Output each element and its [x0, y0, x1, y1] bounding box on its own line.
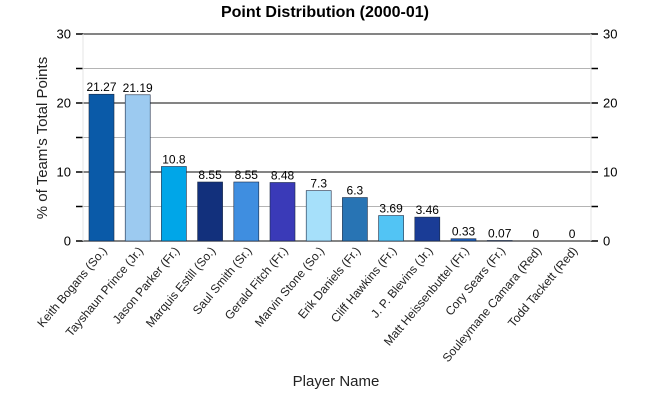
bar — [234, 182, 259, 241]
y-tick-label-left: 0 — [64, 234, 71, 249]
y-tick-label-left: 10 — [57, 165, 71, 180]
bar-value-label: 0 — [569, 227, 576, 241]
chart-title: Point Distribution (2000-01) — [221, 4, 429, 21]
bar — [342, 198, 367, 241]
x-axis-label: Player Name — [293, 373, 380, 390]
bar-value-label: 0.07 — [488, 227, 512, 241]
bar-value-label: 21.27 — [86, 80, 116, 94]
bar — [89, 94, 114, 241]
bar-value-label: 6.3 — [347, 184, 364, 198]
bar — [198, 182, 223, 241]
y-axis-left-ticks: 0 10 20 30 — [57, 27, 71, 249]
y-axis-label: % of Team's Total Points — [34, 57, 51, 219]
x-tick-label: Cliff Hawkins (Fr.) — [328, 244, 399, 325]
bar-value-label: 3.46 — [416, 203, 440, 217]
y-tick-label-right: 10 — [603, 165, 617, 180]
bar-value-label: 7.3 — [310, 177, 327, 191]
grid-lines — [83, 34, 591, 241]
x-tick-label: Jason Parker (Fr.) — [110, 244, 182, 327]
bar-value-label: 21.19 — [123, 81, 153, 95]
y-tick-label-left: 20 — [57, 96, 71, 111]
bar — [161, 166, 186, 241]
y-tick-label-right: 20 — [603, 96, 617, 111]
bar — [270, 182, 295, 241]
bar-value-label: 10.8 — [162, 152, 186, 166]
bar-value-label: 8.55 — [198, 168, 222, 182]
bar — [379, 216, 404, 241]
bar-value-label: 8.55 — [235, 168, 259, 182]
bar-value-label: 0 — [533, 227, 540, 241]
x-tick-label: Todd Tackett (Red) — [505, 244, 580, 330]
bar — [415, 217, 440, 241]
bar-value-label: 3.69 — [379, 202, 403, 216]
bar-value-label: 0.33 — [452, 225, 476, 239]
bar — [125, 95, 150, 241]
y-tick-label-right: 30 — [603, 27, 617, 42]
x-axis-tick-labels: Keith Bogans (So.)Tayshaun Prince (Jr.)J… — [34, 244, 580, 365]
y-tick-label-left: 30 — [57, 27, 71, 42]
bar — [451, 239, 476, 241]
bar — [306, 191, 331, 241]
bar-value-label: 8.48 — [271, 168, 295, 182]
x-tick-label: Gerald Fitch (Fr.) — [222, 244, 291, 322]
y-tick-label-right: 0 — [603, 234, 610, 249]
y-axis-right-ticks: 0 10 20 30 — [603, 27, 617, 249]
